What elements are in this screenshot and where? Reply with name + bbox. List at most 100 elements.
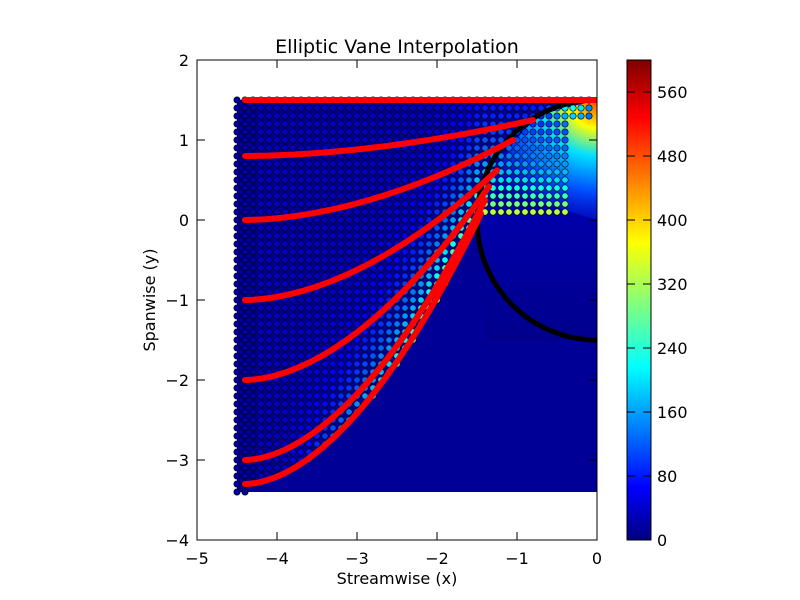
scatter-point bbox=[233, 488, 241, 496]
scatter-point bbox=[377, 288, 385, 296]
scatter-point bbox=[273, 208, 281, 216]
scatter-point bbox=[273, 248, 281, 256]
scatter-point bbox=[305, 200, 313, 208]
scatter-point bbox=[433, 184, 441, 192]
scatter-point bbox=[241, 440, 249, 448]
scatter-point bbox=[345, 120, 353, 128]
scatter-point bbox=[241, 192, 249, 200]
scatter-point bbox=[265, 440, 273, 448]
scatter-point bbox=[473, 144, 481, 152]
scatter-point bbox=[249, 352, 257, 360]
scatter-point bbox=[449, 240, 457, 248]
scatter-point bbox=[393, 304, 401, 312]
scatter-point bbox=[425, 168, 433, 176]
scatter-point bbox=[433, 240, 441, 248]
scatter-point bbox=[289, 160, 297, 168]
scatter-point bbox=[241, 128, 249, 136]
scatter-point bbox=[257, 368, 265, 376]
scatter-point bbox=[353, 296, 361, 304]
scatter-point bbox=[265, 184, 273, 192]
scatter-point bbox=[305, 376, 313, 384]
scatter-point bbox=[345, 208, 353, 216]
scatter-point bbox=[281, 400, 289, 408]
scatter-point bbox=[353, 192, 361, 200]
scatter-point bbox=[249, 408, 257, 416]
scatter-point bbox=[289, 232, 297, 240]
scatter-point bbox=[289, 456, 297, 464]
scatter-point bbox=[289, 296, 297, 304]
scatter-point bbox=[561, 192, 569, 200]
scatter-point bbox=[513, 112, 521, 120]
scatter-point bbox=[393, 224, 401, 232]
scatter-point bbox=[369, 304, 377, 312]
scatter-point bbox=[401, 272, 409, 280]
scatter-point bbox=[345, 192, 353, 200]
scatter-point bbox=[241, 176, 249, 184]
scatter-point bbox=[233, 192, 241, 200]
scatter-point bbox=[313, 304, 321, 312]
scatter-point bbox=[305, 120, 313, 128]
scatter-point bbox=[369, 288, 377, 296]
scatter-point bbox=[513, 184, 521, 192]
scatter-point bbox=[249, 136, 257, 144]
scatter-point bbox=[385, 288, 393, 296]
scatter-point bbox=[553, 200, 561, 208]
scatter-point bbox=[329, 336, 337, 344]
scatter-point bbox=[377, 104, 385, 112]
scatter-point bbox=[361, 176, 369, 184]
scatter-point bbox=[425, 160, 433, 168]
scatter-point bbox=[289, 240, 297, 248]
scatter-point bbox=[289, 336, 297, 344]
scatter-point bbox=[233, 160, 241, 168]
scatter-point bbox=[305, 384, 313, 392]
scatter-point bbox=[297, 200, 305, 208]
scatter-point bbox=[345, 256, 353, 264]
scatter-point bbox=[313, 256, 321, 264]
scatter-point bbox=[361, 368, 369, 376]
scatter-point bbox=[521, 168, 529, 176]
scatter-point bbox=[281, 104, 289, 112]
scatter-point bbox=[377, 176, 385, 184]
scatter-point bbox=[569, 112, 577, 120]
scatter-point bbox=[249, 280, 257, 288]
scatter-point bbox=[233, 176, 241, 184]
scatter-point bbox=[369, 120, 377, 128]
scatter-point bbox=[297, 344, 305, 352]
scatter-point bbox=[449, 104, 457, 112]
scatter-point bbox=[345, 104, 353, 112]
scatter-point bbox=[305, 424, 313, 432]
scatter-point bbox=[345, 360, 353, 368]
scatter-point bbox=[313, 344, 321, 352]
scatter-point bbox=[337, 216, 345, 224]
scatter-point bbox=[249, 184, 257, 192]
scatter-point bbox=[329, 232, 337, 240]
scatter-point bbox=[233, 320, 241, 328]
scatter-point bbox=[297, 408, 305, 416]
scatter-point bbox=[385, 120, 393, 128]
scatter-point bbox=[409, 264, 417, 272]
scatter-point bbox=[329, 256, 337, 264]
scatter-point bbox=[337, 416, 345, 424]
scatter-point bbox=[265, 104, 273, 112]
streamline bbox=[242, 137, 516, 223]
scatter-point bbox=[529, 168, 537, 176]
scatter-point bbox=[433, 232, 441, 240]
scatter-point bbox=[377, 296, 385, 304]
scatter-point bbox=[361, 224, 369, 232]
scatter-point bbox=[249, 232, 257, 240]
scatter-point bbox=[353, 232, 361, 240]
scatter-point bbox=[537, 144, 545, 152]
scatter-point bbox=[241, 336, 249, 344]
scatter-point bbox=[337, 384, 345, 392]
scatter-point bbox=[497, 112, 505, 120]
scatter-point bbox=[257, 224, 265, 232]
scatter-point bbox=[553, 160, 561, 168]
scatter-point bbox=[337, 184, 345, 192]
scatter-point bbox=[385, 256, 393, 264]
scatter-point bbox=[537, 176, 545, 184]
scatter-point bbox=[305, 160, 313, 168]
scatter-point bbox=[233, 152, 241, 160]
scatter-point bbox=[265, 192, 273, 200]
scatter-point bbox=[345, 216, 353, 224]
scatter-point bbox=[257, 256, 265, 264]
